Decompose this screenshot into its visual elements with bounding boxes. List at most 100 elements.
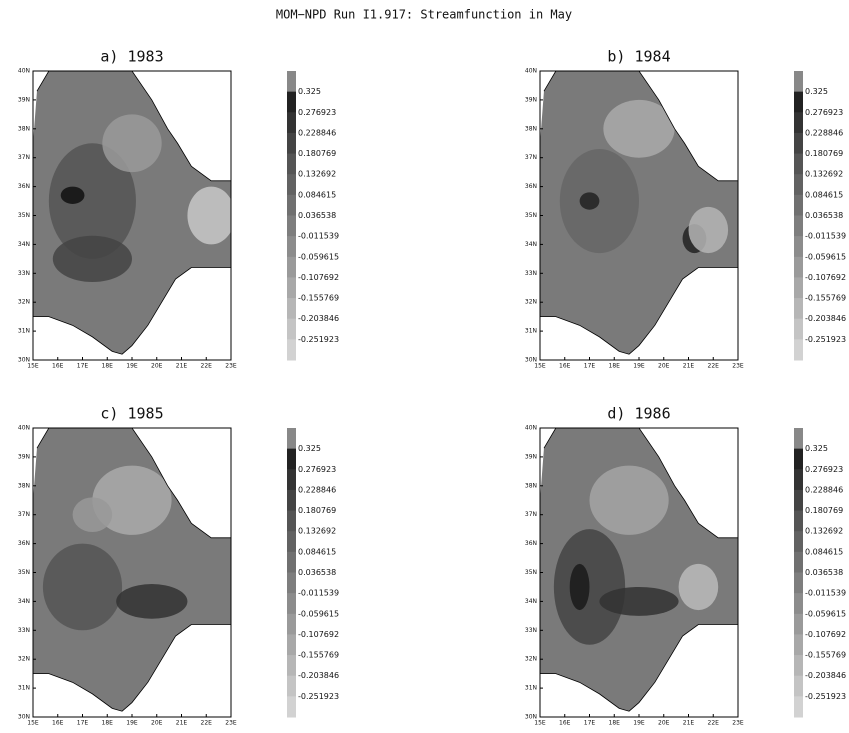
- colorbar-label: 0.084615: [298, 190, 336, 199]
- colorbar-label: 0.180769: [805, 149, 843, 158]
- colorbar-label: -0.059615: [805, 252, 846, 261]
- coastline: [32, 427, 232, 712]
- colorbar-segment: [794, 298, 803, 320]
- y-tick-label: 40N: [525, 425, 537, 432]
- x-tick-label: 17E: [584, 720, 596, 727]
- colorbar-segment: [287, 613, 296, 635]
- colorbar-segment: [794, 91, 803, 113]
- colorbar-segment: [287, 215, 296, 237]
- colorbar-label: -0.107692: [805, 273, 846, 282]
- x-tick-label: 19E: [126, 720, 138, 727]
- colorbar-segment: [287, 696, 296, 718]
- field-blob: [599, 586, 679, 616]
- y-tick-label: 32N: [18, 656, 30, 663]
- colorbar-segment: [287, 132, 296, 155]
- field-blob: [589, 465, 669, 535]
- y-tick-label: 32N: [18, 299, 30, 306]
- colorbar-segment: [794, 675, 803, 697]
- y-tick-label: 36N: [18, 183, 30, 190]
- colorbar-segment: [794, 531, 803, 553]
- colorbar-segment: [287, 71, 296, 93]
- x-tick-label: 18E: [102, 720, 114, 727]
- colorbar-label: 0.084615: [805, 190, 843, 199]
- y-tick-label: 31N: [18, 685, 30, 692]
- field-blob: [688, 206, 729, 254]
- x-tick-label: 17E: [77, 363, 89, 370]
- field-blob: [187, 186, 231, 245]
- y-tick-label: 30N: [525, 714, 537, 721]
- y-tick-label: 34N: [18, 598, 30, 605]
- colorbar-label: -0.011539: [298, 589, 339, 598]
- colorbar-label: -0.251923: [298, 335, 339, 344]
- colorbar-segment: [287, 277, 296, 299]
- colorbar-label: 0.180769: [298, 149, 336, 158]
- x-tick-label: 18E: [609, 363, 621, 370]
- colorbar-label: 0.180769: [805, 506, 843, 515]
- colorbar-segment: [794, 551, 803, 573]
- colorbar-label: 0.084615: [298, 547, 336, 556]
- colorbar-label: -0.107692: [298, 630, 339, 639]
- x-tick-label: 23E: [225, 720, 237, 727]
- colorbar-segment: [794, 194, 803, 216]
- y-tick-label: 39N: [525, 96, 537, 103]
- colorbar-label: -0.107692: [805, 630, 846, 639]
- x-tick-label: 22E: [201, 363, 213, 370]
- colorbar-label: 0.180769: [298, 506, 336, 515]
- x-tick-label: 21E: [176, 720, 188, 727]
- colorbar-segment: [287, 593, 296, 615]
- colorbar-segment: [287, 298, 296, 320]
- y-tick-label: 32N: [525, 656, 537, 663]
- colorbar-segment: [287, 174, 296, 196]
- field-blob: [116, 584, 188, 619]
- y-tick-label: 30N: [18, 714, 30, 721]
- x-tick-label: 21E: [683, 363, 695, 370]
- colorbar-label: -0.011539: [298, 232, 339, 241]
- field-blob: [102, 114, 162, 173]
- y-tick-label: 30N: [18, 357, 30, 364]
- x-tick-label: 16E: [52, 720, 64, 727]
- colorbar-segment: [794, 489, 803, 512]
- y-tick-label: 36N: [525, 183, 537, 190]
- colorbar-label: 0.276923: [805, 465, 843, 474]
- map-field: [33, 71, 231, 355]
- colorbar-segment: [287, 634, 296, 656]
- x-tick-label: 16E: [559, 720, 571, 727]
- y-tick-label: 31N: [525, 685, 537, 692]
- colorbar-segment: [287, 675, 296, 697]
- colorbar-label: -0.155769: [298, 294, 339, 303]
- y-tick-label: 33N: [525, 270, 537, 277]
- colorbar-segment: [287, 236, 296, 258]
- colorbar-label: 0.132692: [298, 527, 336, 536]
- colorbar-label: -0.011539: [805, 589, 846, 598]
- field-blob: [92, 465, 172, 535]
- y-tick-label: 38N: [18, 125, 30, 132]
- colorbar-segment: [287, 318, 296, 340]
- colorbar-segment: [794, 132, 803, 155]
- colorbar-segment: [794, 448, 803, 470]
- colorbar-label: 0.228846: [805, 485, 843, 494]
- field-blob: [569, 563, 590, 611]
- x-tick-label: 22E: [201, 720, 213, 727]
- colorbar-label: -0.059615: [298, 609, 339, 618]
- x-tick-label: 22E: [708, 720, 720, 727]
- colorbar-segment: [287, 448, 296, 470]
- x-tick-label: 19E: [633, 720, 645, 727]
- colorbar-label: -0.251923: [805, 335, 846, 344]
- x-tick-label: 19E: [126, 363, 138, 370]
- colorbar-segment: [287, 655, 296, 677]
- y-tick-label: 33N: [18, 627, 30, 634]
- field-blob: [52, 235, 132, 282]
- y-tick-label: 32N: [525, 299, 537, 306]
- x-tick-label: 23E: [732, 363, 744, 370]
- y-tick-label: 30N: [525, 357, 537, 364]
- colorbar-label: 0.132692: [805, 170, 843, 179]
- x-tick-label: 20E: [151, 363, 163, 370]
- colorbar-segment: [794, 613, 803, 635]
- y-tick-label: 39N: [18, 453, 30, 460]
- colorbar-segment: [287, 428, 296, 450]
- coastline: [32, 70, 232, 355]
- y-tick-label: 39N: [525, 453, 537, 460]
- colorbar-segment: [287, 551, 296, 573]
- y-tick-label: 37N: [18, 154, 30, 161]
- colorbar-label: 0.276923: [298, 465, 336, 474]
